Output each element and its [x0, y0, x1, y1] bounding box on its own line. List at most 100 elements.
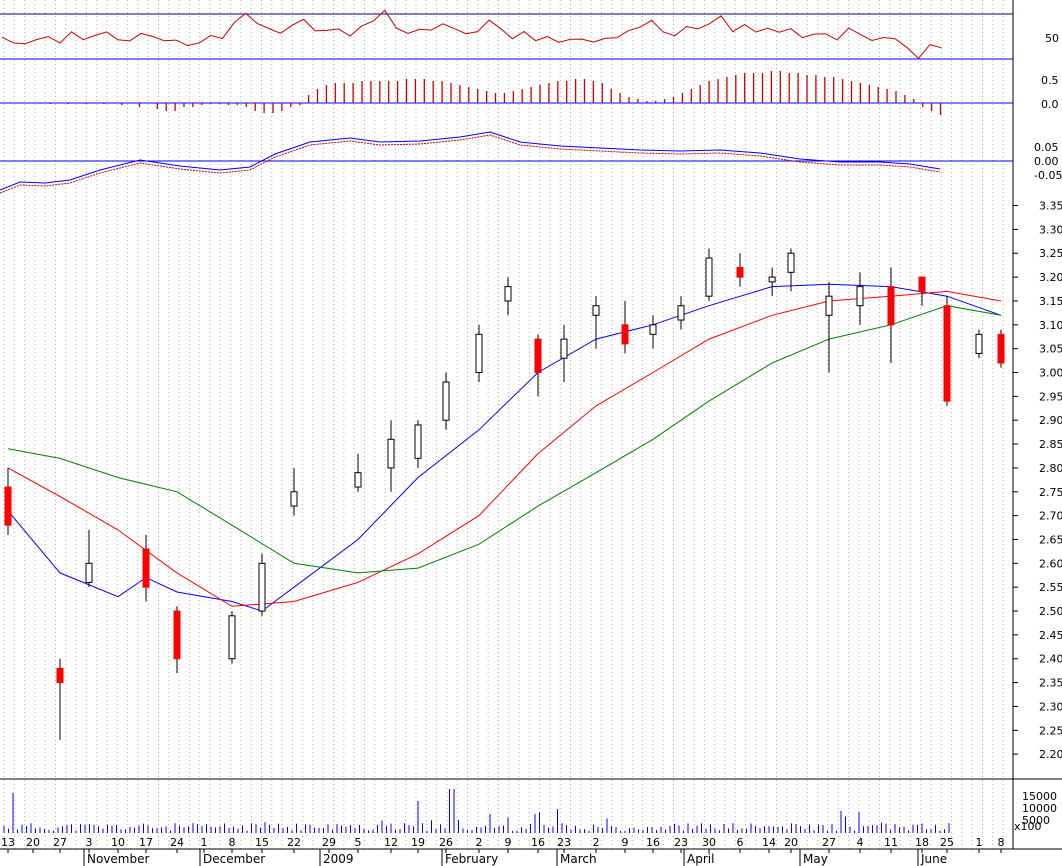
candle-body [228, 615, 236, 660]
candle [592, 296, 600, 349]
candle-body [918, 276, 926, 292]
candle-body [943, 305, 951, 402]
candle [387, 420, 395, 492]
volume-multiplier-label: x100 [1014, 820, 1042, 833]
candle-body [677, 305, 685, 321]
x-month-label: February [445, 852, 498, 866]
candle-body [354, 472, 362, 488]
x-day-label: 6 [737, 836, 744, 849]
x-day-label: 27 [822, 836, 836, 849]
candle [504, 277, 512, 316]
candle [975, 329, 983, 359]
candle [677, 296, 685, 330]
candle-body [825, 295, 833, 316]
x-day-label: 8 [998, 836, 1005, 849]
macd-panel: 0.050.00-0.05 [0, 131, 1062, 194]
candle [918, 276, 926, 306]
x-month-label: June [920, 852, 947, 866]
candle-body [592, 305, 600, 316]
candle-body [56, 667, 64, 684]
x-day-label: 20 [26, 836, 40, 849]
y-tick-label: 3.30 [1039, 223, 1062, 236]
rsi-tick-label: 50 [1045, 32, 1059, 45]
x-day-label: 10 [111, 836, 125, 849]
candle [534, 334, 542, 397]
y-tick-label: 3.35 [1039, 200, 1062, 213]
x-month-label: December [203, 852, 265, 866]
candle [258, 553, 266, 616]
y-tick-label: 2.35 [1039, 677, 1062, 690]
grid-lines [3, 0, 1004, 849]
candle [228, 611, 236, 664]
y-tick-label: 2.55 [1039, 581, 1062, 594]
x-day-label: 22 [287, 836, 301, 849]
ma-mid-line [7, 290, 1002, 607]
volume-tick-label: 15000 [1022, 790, 1057, 803]
candle-body [736, 267, 744, 278]
candle [943, 296, 951, 406]
x-month-label: November [87, 852, 149, 866]
candle-body [787, 252, 795, 273]
y-tick-label: 2.25 [1039, 724, 1062, 737]
candle-body [768, 276, 776, 283]
macd-tick-label: 0.05 [1034, 141, 1059, 154]
candle-body [705, 257, 713, 297]
y-tick-label: 3.15 [1039, 295, 1062, 308]
candle-body [560, 338, 568, 359]
y-tick-label: 2.20 [1039, 748, 1062, 761]
y-tick-label: 3.00 [1039, 367, 1062, 380]
oscillator-tick-label: 0.5 [1041, 74, 1059, 87]
candle [825, 281, 833, 373]
x-day-label: 20 [784, 836, 798, 849]
candle-body [258, 562, 266, 612]
x-day-label: 13 [1, 836, 15, 849]
y-tick-label: 2.45 [1039, 629, 1062, 642]
y-tick-label: 2.75 [1039, 486, 1062, 499]
volume-tick-label: 10000 [1022, 802, 1057, 815]
candle [705, 248, 713, 301]
x-day-label: 26 [439, 836, 453, 849]
x-month-label: March [560, 852, 597, 866]
oscillator-tick-label: 0.0 [1041, 98, 1059, 111]
candle [56, 658, 64, 740]
candle-body [649, 324, 657, 335]
price-panel [4, 248, 1005, 740]
candle [649, 315, 657, 349]
candle-body [173, 610, 181, 660]
x-day-label: 3 [86, 836, 93, 849]
x-day-label: 5 [355, 836, 362, 849]
macd-signal-line [0, 134, 941, 194]
candle [560, 324, 568, 383]
x-day-label: 15 [255, 836, 269, 849]
ma-short-line [7, 283, 1002, 612]
candle-body [414, 424, 422, 459]
x-day-label: 4 [857, 836, 864, 849]
y-tick-label: 2.40 [1039, 653, 1062, 666]
candle-body [975, 333, 983, 354]
ma-long-line [7, 305, 1002, 574]
x-day-label: 16 [646, 836, 660, 849]
candle [787, 248, 795, 292]
x-day-label: 17 [139, 836, 153, 849]
x-day-label: 9 [505, 836, 512, 849]
x-day-label: 11 [884, 836, 898, 849]
macd-tick-label: -0.05 [1034, 169, 1062, 182]
x-day-label: 16 [531, 836, 545, 849]
x-day-label: 2 [593, 836, 600, 849]
candle-body [887, 286, 895, 326]
candle-body [442, 381, 450, 421]
candle [442, 372, 450, 430]
y-tick-label: 2.80 [1039, 462, 1062, 475]
candle [768, 267, 776, 297]
rsi-panel: 50 [0, 9, 1059, 60]
candle-body [534, 338, 542, 374]
oscillator-panel: 0.5 0.0 [0, 71, 1059, 115]
y-tick-label: 2.95 [1039, 390, 1062, 403]
x-day-label: 2 [476, 836, 483, 849]
y-tick-label: 2.60 [1039, 557, 1062, 570]
x-day-label: 30 [702, 836, 716, 849]
candle-body [504, 286, 512, 302]
y-tick-label: 3.20 [1039, 271, 1062, 284]
